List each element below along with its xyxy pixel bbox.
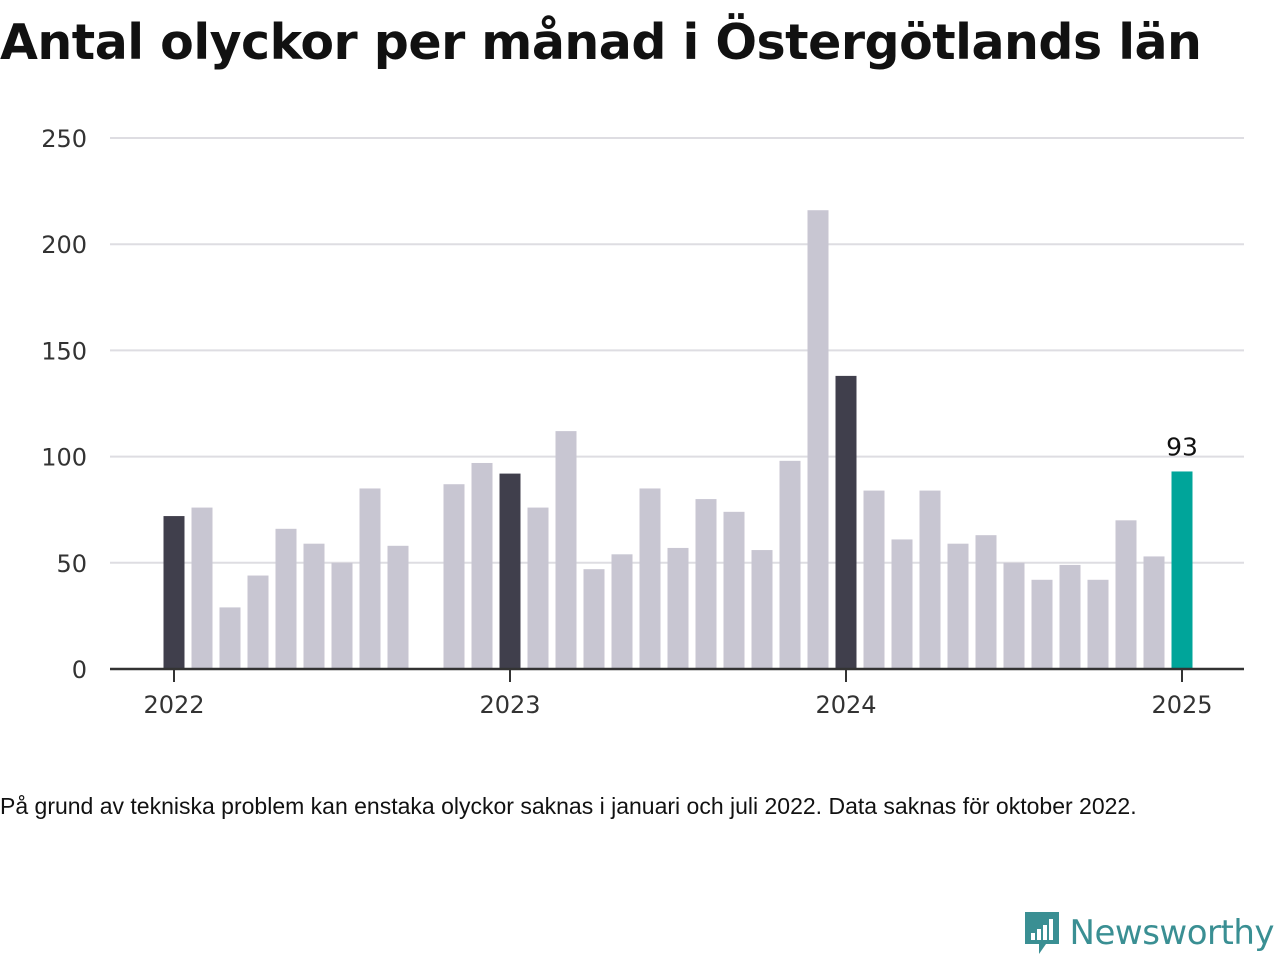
- bars: [163, 210, 1193, 669]
- y-tick-label: 0: [72, 656, 87, 684]
- bar-2024-08: [1031, 579, 1053, 669]
- bar-2023-08: [695, 499, 717, 669]
- y-tick-label: 200: [41, 231, 87, 259]
- bar-2024-01: [835, 375, 857, 669]
- y-tick-label: 100: [41, 444, 87, 472]
- bar-2023-05: [611, 554, 633, 669]
- y-tick-label: 150: [41, 337, 87, 365]
- y-tick-label: 250: [41, 125, 87, 153]
- bar-2022-01: [163, 516, 185, 669]
- bar-2023-07: [667, 547, 689, 669]
- bar-2023-03: [555, 431, 577, 669]
- bar-2022-08: [359, 488, 381, 669]
- bar-2022-04: [247, 575, 269, 669]
- bar-2024-06: [975, 535, 997, 669]
- newsworthy-logo[interactable]: Newsworthy: [1022, 906, 1275, 960]
- bar-2023-10: [751, 550, 773, 669]
- data-label-latest: 93: [1166, 432, 1198, 461]
- bar-2023-01: [499, 473, 521, 669]
- chart-title: Antal olyckor per månad i Östergötlands …: [0, 14, 1202, 71]
- bar-chart: 0 50 100 150 200 250 2022 2023 2024 2025 93: [41, 125, 1244, 719]
- bar-2024-04: [919, 490, 941, 669]
- footnote: På grund av tekniska problem kan enstaka…: [0, 793, 1137, 819]
- bar-2022-02: [191, 507, 213, 669]
- gridlines: [110, 137, 1244, 564]
- y-axis-ticks: 0 50 100 150 200 250: [41, 125, 87, 684]
- bar-2024-03: [891, 539, 913, 669]
- bar-2022-09: [387, 545, 409, 669]
- x-axis: 2022 2023 2024 2025: [110, 667, 1244, 719]
- bar-2023-04: [583, 569, 605, 669]
- bar-chart-speech-bubble-icon: [1024, 912, 1059, 954]
- bar-2022-07: [331, 562, 353, 669]
- bar-2023-11: [779, 460, 801, 669]
- x-tick-label: 2025: [1151, 691, 1212, 719]
- x-tick-label: 2024: [815, 691, 876, 719]
- bar-2022-06: [303, 543, 325, 669]
- x-tick-label: 2022: [143, 691, 204, 719]
- bar-2024-02: [863, 490, 885, 669]
- brand-name: Newsworthy: [1069, 913, 1275, 953]
- x-tick-label: 2023: [479, 691, 540, 719]
- bar-2024-07: [1003, 562, 1025, 669]
- bar-2024-05: [947, 543, 969, 669]
- bar-2024-12: [1143, 556, 1165, 669]
- bar-2024-09: [1059, 564, 1081, 669]
- bar-2023-02: [527, 507, 549, 669]
- bar-2022-05: [275, 528, 297, 669]
- data-labels: 93: [1166, 432, 1198, 461]
- bar-2022-03: [219, 607, 241, 669]
- bar-2025-01: [1171, 471, 1193, 669]
- bar-2023-06: [639, 488, 661, 669]
- bar-2024-11: [1115, 520, 1137, 669]
- bar-2022-12: [471, 462, 493, 669]
- bar-2024-10: [1087, 579, 1109, 669]
- y-tick-label: 50: [56, 550, 87, 578]
- bar-2022-11: [443, 484, 465, 669]
- bar-2023-12: [807, 210, 829, 669]
- bar-2023-09: [723, 511, 745, 669]
